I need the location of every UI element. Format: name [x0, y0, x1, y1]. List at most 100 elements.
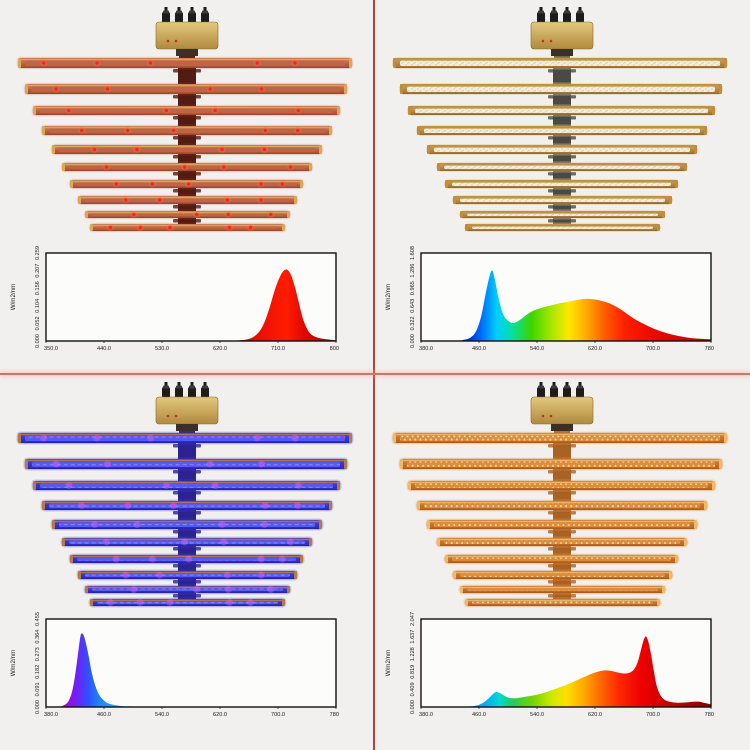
led-dot: [220, 522, 224, 527]
light-bar: [76, 569, 299, 581]
y-tick-label: 0.000: [35, 334, 41, 348]
y-tick-label: 0.965: [410, 281, 416, 295]
led-dot: [135, 147, 139, 152]
led-dot: [208, 87, 212, 91]
x-tick-label: 350.0: [44, 346, 58, 352]
x-tick-label: 710.0: [271, 346, 285, 352]
led-dot: [104, 165, 109, 169]
quadrant-violet-uv: 0.000 0.091 0.182 0.273 0.364 0.455 380.0 460.0…: [0, 375, 375, 750]
light-bar: [83, 584, 292, 595]
y-tick-label: 0.000: [410, 334, 416, 348]
y-tick-label: 0.182: [35, 665, 41, 679]
y-tick-label: 1.286: [410, 264, 416, 278]
led-dot: [168, 600, 172, 605]
connector-knob-icon: [576, 12, 584, 23]
light-bar: [398, 457, 724, 471]
x-tick-label: 380.0: [44, 712, 58, 718]
led-dot: [124, 573, 128, 577]
light-bar: [50, 518, 324, 531]
led-dot: [105, 462, 110, 466]
x-tick-label: 380.0: [419, 346, 433, 352]
driver-box: [530, 382, 594, 431]
connector-knob-icon: [201, 387, 209, 398]
x-tick-label: 620.0: [588, 346, 602, 352]
plot-border: [420, 252, 712, 342]
y-tick-label: 0.322: [410, 316, 416, 330]
led-dot: [259, 198, 263, 202]
led-dot: [105, 87, 110, 91]
led-dot: [186, 557, 191, 561]
led-dot: [108, 225, 113, 230]
led-dot: [150, 557, 155, 561]
x-tick-label: 700.0: [271, 712, 285, 718]
x-tick-label: 380.0: [419, 712, 433, 718]
quadrant-warm-white: 0.000 0.322 0.643 0.965 1.286 1.608 380.0 460.0…: [375, 0, 750, 375]
light-bar: [398, 82, 724, 96]
led-dot: [288, 540, 293, 544]
grow-light-fixture-full-spectrum: [391, 382, 729, 608]
y-tick-label: 0.259: [35, 246, 41, 260]
driver-box: [530, 7, 594, 56]
led-dot: [67, 108, 71, 113]
led-dot: [227, 600, 232, 605]
light-bar: [463, 222, 662, 233]
led-dot: [225, 573, 229, 577]
connector-knob-icon: [188, 387, 196, 398]
light-bar: [435, 536, 689, 548]
y-tick-label: 0.207: [35, 264, 41, 278]
led-dot: [195, 587, 199, 592]
connector-knob-icon: [550, 387, 558, 398]
led-dot: [171, 503, 176, 508]
light-bar: [435, 161, 689, 173]
driver-box: [155, 382, 219, 431]
led-dot: [213, 108, 217, 113]
x-tick-label: 540.0: [530, 346, 544, 352]
connector-knob-icon: [537, 387, 545, 398]
y-tick-label: 0.000: [410, 700, 416, 714]
light-bar: [60, 161, 314, 173]
y-axis-title: W/m2/nm: [10, 284, 17, 310]
led-dot: [171, 128, 176, 133]
led-dot: [168, 225, 172, 230]
y-axis-title: W/m2/nm: [385, 650, 392, 676]
led-dot: [148, 61, 153, 65]
light-bar: [31, 479, 342, 492]
led-dot: [220, 147, 224, 152]
led-dot: [222, 165, 226, 169]
led-dot: [138, 600, 142, 605]
y-tick-label: 0.156: [35, 281, 41, 295]
connector-knob-icon: [175, 12, 183, 23]
led-dot: [95, 436, 99, 440]
y-tick-label: 0.273: [35, 647, 41, 661]
connector-knob-icon: [162, 387, 170, 398]
connector-knob-icon: [188, 12, 196, 23]
light-bar: [83, 209, 292, 220]
light-bar: [451, 194, 674, 206]
center-spine: [173, 423, 201, 600]
light-bar: [415, 499, 709, 512]
x-tick-label: 460.0: [472, 346, 486, 352]
light-bar: [406, 479, 717, 492]
led-dot: [255, 61, 259, 65]
light-bar: [88, 597, 287, 608]
led-dot: [293, 436, 297, 440]
light-bar: [76, 194, 299, 206]
led-dot: [208, 462, 212, 466]
x-tick-label: 620.0: [213, 346, 227, 352]
connector-knob-icon: [576, 387, 584, 398]
led-dot: [157, 573, 162, 577]
led-dot: [108, 600, 113, 605]
led-dot: [259, 462, 264, 466]
y-tick-label: 1.637: [410, 630, 416, 644]
led-dot: [183, 540, 187, 544]
light-bar: [88, 222, 287, 233]
y-tick-label: 0.819: [410, 665, 416, 679]
led-dot: [54, 87, 58, 91]
led-dot: [114, 182, 118, 186]
spectrum-curve: [421, 270, 711, 341]
led-dot: [54, 462, 58, 466]
led-dot: [296, 483, 301, 488]
connector-knob-icon: [537, 12, 545, 23]
led-dot: [92, 147, 97, 152]
